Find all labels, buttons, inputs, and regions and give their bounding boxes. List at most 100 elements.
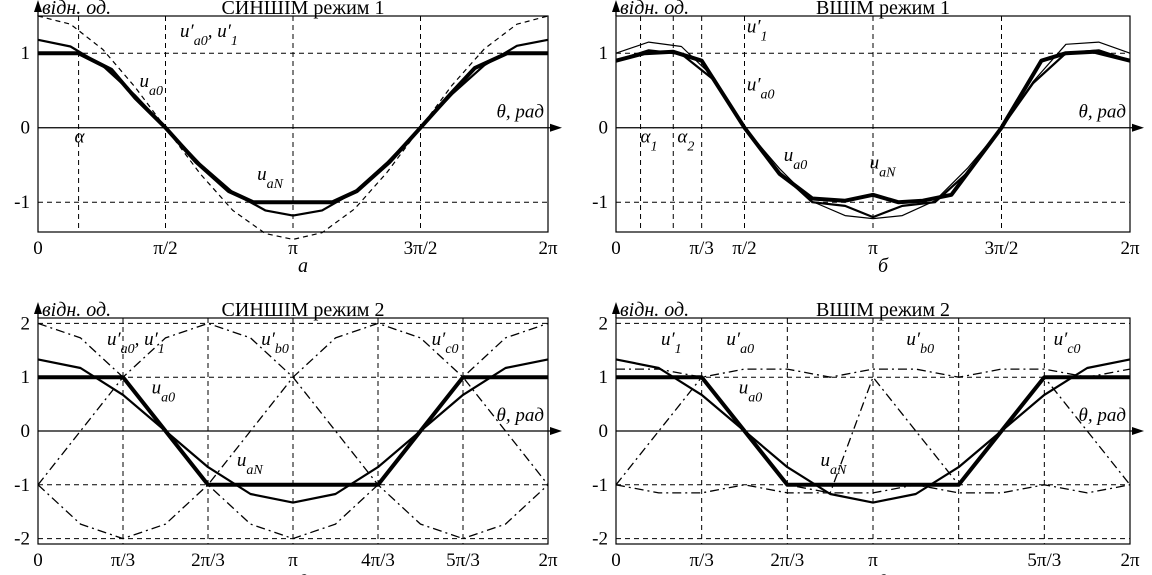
series-annotation: ua0: [139, 71, 163, 99]
y-axis-label: відн. од.: [42, 299, 111, 321]
series-u_a0: [615, 49, 1131, 219]
x-tick-label: 0: [33, 238, 43, 259]
x-tick-label: π/2: [732, 238, 756, 259]
y-tick-label: 0: [21, 118, 31, 139]
x-tick-label: 5π/3: [1027, 550, 1061, 571]
x-tick-label: 0: [33, 550, 43, 571]
y-tick-label: 0: [21, 421, 31, 442]
series-annotation: uaN: [237, 450, 264, 478]
series-annotation: ua0: [784, 145, 808, 173]
y-tick-label: -2: [592, 529, 608, 550]
panel-caption: б: [878, 255, 889, 277]
y-axis-label: відн. од.: [620, 299, 689, 321]
y-tick-label: -1: [592, 475, 608, 496]
x-axis-arrow: [1132, 123, 1144, 132]
y-tick-label: 2: [21, 313, 31, 334]
x-tick-label: 2π: [538, 238, 558, 259]
x-axis-arrow: [550, 123, 562, 132]
y-tick-label: -1: [592, 192, 608, 213]
x-tick-label: 2π/3: [770, 550, 804, 571]
series-u_aN: [616, 375, 1130, 487]
plot-frame: [615, 15, 1131, 233]
y-axis-arrow: [34, 302, 42, 314]
y-axis-arrow: [612, 0, 620, 12]
x-tick-label: 2π: [1120, 550, 1140, 571]
x-axis-label: θ, рад: [1079, 102, 1126, 123]
x-tick-label: π: [868, 550, 878, 571]
series-annotation: uaN: [257, 164, 284, 192]
x-tick-label: π: [288, 238, 298, 259]
series-u_1: [616, 368, 1131, 378]
y-tick-label: 0: [599, 421, 609, 442]
x-tick-label: π: [868, 238, 878, 259]
y-tick-label: -1: [14, 192, 30, 213]
series-annotation: u′a0, u′1: [180, 21, 238, 49]
series-annotation: α: [75, 127, 86, 148]
series-annotation: u′1: [747, 16, 768, 44]
panel-caption: г: [879, 567, 887, 575]
y-tick-label: -2: [14, 529, 30, 550]
series-u_aN: [615, 49, 1131, 205]
series-annotation: u′b0: [906, 329, 934, 357]
y-tick-label: 0: [599, 118, 609, 139]
x-tick-label: 0: [611, 550, 621, 571]
y-axis-arrow: [612, 302, 620, 314]
plot-frame: [37, 15, 549, 233]
x-tick-label: π/3: [689, 550, 713, 571]
series-u_a0: [615, 358, 1131, 504]
series-u_aN: [38, 51, 548, 205]
series-annotation: α2: [677, 127, 694, 155]
series-annotation: u′1: [661, 329, 682, 357]
x-tick-label: 2π/3: [191, 550, 225, 571]
series-annotation: u′a0, u′1: [107, 329, 165, 357]
y-tick-label: 2: [599, 313, 609, 334]
series-annotation: α1: [641, 127, 658, 155]
y-tick-label: 1: [21, 43, 31, 64]
chart-panel-a: 1 0 -1 0 π/2 π 3π/2 2π відн. од. СИНШІМ режим 1 θ,…: [14, 0, 562, 277]
chart-title: СИНШІМ режим 1: [222, 0, 385, 19]
series-annotation: uaN: [870, 153, 897, 181]
y-tick-label: 1: [599, 43, 609, 64]
x-tick-label: π/2: [153, 238, 177, 259]
chart-title: ВШІМ режим 2: [816, 299, 950, 321]
x-tick-label: 3π/2: [404, 238, 438, 259]
series-u_aN: [38, 375, 548, 487]
x-tick-label: 0: [611, 238, 621, 259]
panel-caption: а: [298, 255, 308, 277]
x-tick-label: 2π: [538, 550, 558, 571]
chart-panel-b: 1 0 -1 0 π/3 π/2 π 3π/2 2π відн. од. ВШІМ режим 1 θ…: [592, 0, 1144, 277]
x-axis-label: θ, рад: [497, 102, 544, 123]
x-axis-arrow: [1132, 427, 1144, 435]
y-tick-label: -1: [14, 475, 30, 496]
y-axis-label: відн. од.: [620, 0, 689, 19]
x-tick-label: π: [288, 550, 298, 571]
x-tick-label: π/3: [111, 550, 135, 571]
y-tick-label: 1: [21, 367, 31, 388]
y-tick-label: 1: [599, 367, 609, 388]
y-axis-arrow: [34, 0, 42, 12]
series-annotation: u′a0: [747, 74, 775, 102]
x-axis-label: θ, рад: [497, 405, 544, 426]
series-u_a0: [37, 358, 549, 504]
chart-title: ВШІМ режим 1: [816, 0, 950, 19]
series-annotation: ua0: [152, 377, 176, 405]
y-axis-label: відн. од.: [42, 0, 111, 19]
x-tick-label: 5π/3: [446, 550, 480, 571]
series-annotation: ua0: [739, 377, 763, 405]
panel-caption: в: [299, 567, 308, 575]
series-annotation: u′b0: [261, 329, 289, 357]
series-annotation: uaN: [821, 450, 848, 478]
x-tick-label: 4π/3: [361, 550, 395, 571]
x-tick-label: 2π: [1120, 238, 1140, 259]
series-annotation: u′c0: [1054, 329, 1081, 357]
series-annotation: u′c0: [432, 329, 459, 357]
x-axis-arrow: [550, 427, 562, 435]
series-u_c0: [37, 322, 549, 540]
x-tick-label: π/3: [689, 238, 713, 259]
x-axis-label: θ, рад: [1079, 405, 1126, 426]
series-annotation: u′a0: [726, 329, 754, 357]
chart-title: СИНШІМ режим 2: [222, 299, 385, 321]
x-tick-label: 3π/2: [985, 238, 1019, 259]
